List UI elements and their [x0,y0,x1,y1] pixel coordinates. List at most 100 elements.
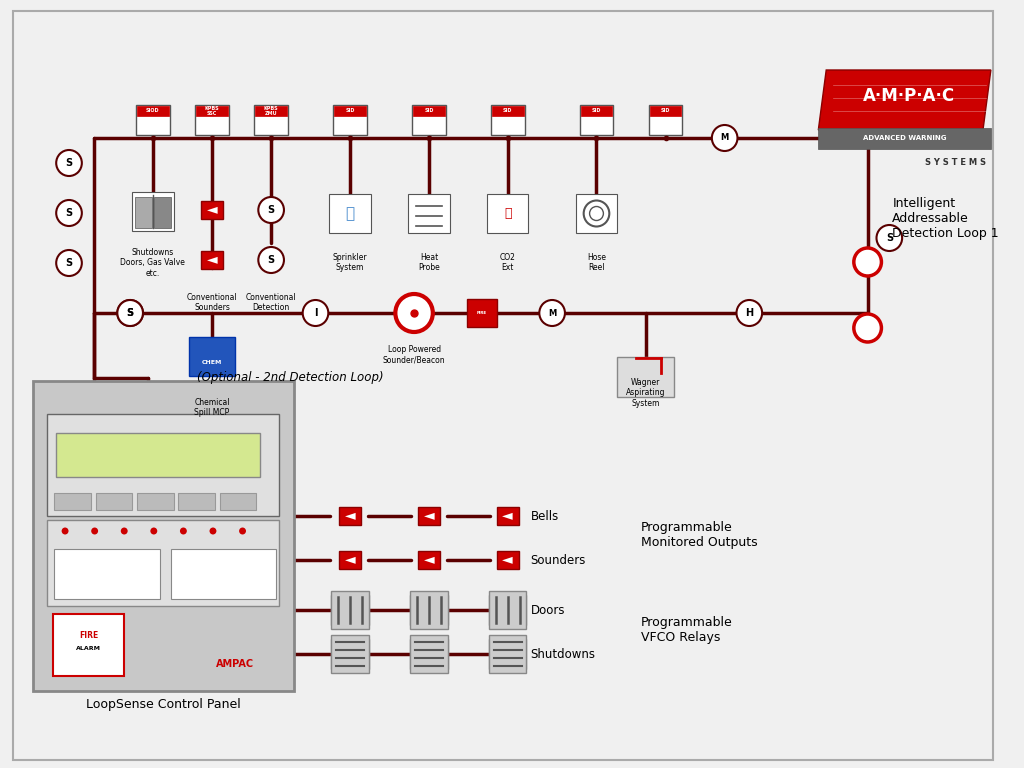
FancyBboxPatch shape [411,635,447,673]
FancyBboxPatch shape [411,594,447,625]
Circle shape [239,528,246,535]
FancyBboxPatch shape [332,594,369,625]
FancyBboxPatch shape [411,591,447,629]
FancyBboxPatch shape [135,197,152,228]
Circle shape [736,300,762,326]
Text: Intelligent
Addressable
Detection Loop 1: Intelligent Addressable Detection Loop 1 [892,197,998,240]
Text: ADVANCED WARNING: ADVANCED WARNING [863,135,946,141]
Text: ◄: ◄ [207,202,217,216]
Circle shape [118,300,143,326]
FancyBboxPatch shape [189,337,234,376]
FancyBboxPatch shape [95,493,132,510]
Text: Wagner
Aspirating
System: Wagner Aspirating System [626,378,666,408]
FancyBboxPatch shape [487,194,528,233]
Text: CHEM: CHEM [202,359,222,365]
Circle shape [877,225,902,251]
Text: I: I [313,308,317,318]
FancyBboxPatch shape [411,639,447,670]
Text: SID: SID [503,108,512,114]
FancyBboxPatch shape [33,381,294,691]
FancyBboxPatch shape [489,639,526,670]
FancyBboxPatch shape [56,433,260,477]
FancyBboxPatch shape [54,549,160,599]
FancyBboxPatch shape [418,507,439,525]
Text: Hose
Reel: Hose Reel [587,253,606,273]
Circle shape [180,528,186,535]
FancyBboxPatch shape [412,105,445,135]
FancyBboxPatch shape [409,194,450,233]
Text: FIRE: FIRE [79,631,98,641]
Circle shape [210,528,216,535]
Circle shape [151,528,158,535]
FancyBboxPatch shape [332,639,369,670]
FancyBboxPatch shape [330,194,371,233]
Text: S: S [267,255,274,265]
FancyBboxPatch shape [489,591,526,629]
Text: H: H [745,308,754,318]
FancyBboxPatch shape [136,105,170,135]
FancyBboxPatch shape [617,357,675,397]
Circle shape [258,247,284,273]
Polygon shape [818,70,991,130]
Text: ⛔: ⛔ [504,207,512,220]
Text: KPBS
ZMU: KPBS ZMU [264,105,279,116]
Text: Doors: Doors [530,604,565,617]
FancyBboxPatch shape [649,105,682,135]
Circle shape [56,150,82,176]
Circle shape [303,300,329,326]
FancyBboxPatch shape [339,551,360,569]
FancyBboxPatch shape [47,520,279,606]
FancyBboxPatch shape [339,507,360,525]
Text: SID: SID [424,108,433,114]
FancyBboxPatch shape [255,106,287,116]
Text: Sprinkler
System: Sprinkler System [333,253,368,273]
Text: Loop Powered
Sounder/Beacon: Loop Powered Sounder/Beacon [383,345,445,364]
Text: S: S [127,308,134,318]
Text: ◄: ◄ [503,552,513,566]
Text: CO2
Ext: CO2 Ext [500,253,516,273]
FancyBboxPatch shape [650,106,681,116]
FancyBboxPatch shape [178,493,215,510]
Circle shape [712,125,737,151]
Text: Shutdowns
Doors, Gas Valve
etc.: Shutdowns Doors, Gas Valve etc. [121,248,185,278]
Text: S Y S T E M S: S Y S T E M S [925,158,986,167]
Circle shape [854,314,882,342]
Text: Heat
Probe: Heat Probe [418,253,439,273]
FancyBboxPatch shape [54,493,91,510]
FancyBboxPatch shape [171,549,276,599]
FancyBboxPatch shape [196,105,228,135]
FancyBboxPatch shape [334,106,366,116]
Text: S: S [886,233,893,243]
FancyBboxPatch shape [202,251,223,269]
Text: ◄: ◄ [207,252,217,266]
Circle shape [61,528,69,535]
Circle shape [56,200,82,226]
Circle shape [91,528,98,535]
Text: LoopSense Control Panel: LoopSense Control Panel [86,698,241,711]
FancyBboxPatch shape [490,105,524,135]
FancyBboxPatch shape [497,551,518,569]
FancyBboxPatch shape [53,614,124,676]
Text: ◄: ◄ [424,508,434,522]
FancyBboxPatch shape [13,11,993,760]
Text: ◄: ◄ [345,552,355,566]
FancyBboxPatch shape [220,493,256,510]
Text: ◄: ◄ [345,508,355,522]
Circle shape [540,300,565,326]
FancyBboxPatch shape [575,194,617,233]
FancyBboxPatch shape [154,197,171,228]
Text: FIRE: FIRE [477,311,487,315]
Circle shape [854,248,882,276]
FancyBboxPatch shape [492,106,523,116]
Text: SID: SID [592,108,601,114]
Text: Shutdowns: Shutdowns [530,647,595,660]
FancyBboxPatch shape [581,106,612,116]
FancyBboxPatch shape [818,128,991,149]
Text: AMPAC: AMPAC [216,659,254,669]
FancyBboxPatch shape [254,105,288,135]
Text: Bells: Bells [530,509,559,522]
Text: A·M·P·A·C: A·M·P·A·C [862,87,954,105]
FancyBboxPatch shape [467,299,497,327]
Text: ALARM: ALARM [76,647,101,651]
Text: SID: SID [345,108,354,114]
